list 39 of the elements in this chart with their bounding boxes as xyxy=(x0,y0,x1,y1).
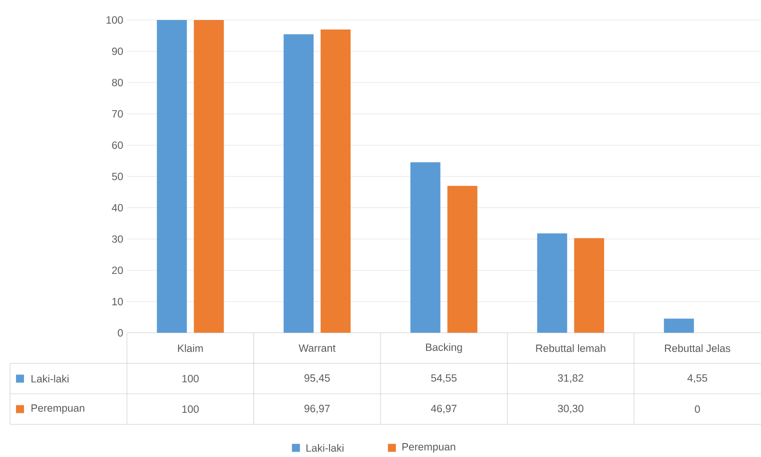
data-label: 46,97 xyxy=(430,404,456,414)
y-tick-label: 0 xyxy=(118,329,123,337)
x-tick-label: Backing xyxy=(426,343,462,354)
bar xyxy=(447,186,478,333)
y-tick-label: 70 xyxy=(112,110,123,118)
y-tick-label: 20 xyxy=(112,266,123,274)
bar xyxy=(664,318,694,333)
data-label: 31,82 xyxy=(558,374,584,384)
text: Laki-laki xyxy=(306,444,344,452)
x-tick-label: Rebuttal Jelas xyxy=(665,344,730,352)
y-tick-label: 40 xyxy=(112,204,123,212)
bar xyxy=(194,20,224,333)
data-label: 0 xyxy=(694,405,700,413)
data-label: 54,55 xyxy=(431,374,457,383)
data-label: 4,55 xyxy=(687,374,708,383)
bar xyxy=(537,233,568,333)
data-label: 100 xyxy=(182,374,199,382)
y-tick-label: 80 xyxy=(112,78,123,86)
data-label: 100 xyxy=(182,405,199,413)
bar xyxy=(320,30,351,333)
data-label: 96,97 xyxy=(304,404,330,414)
legend-label: Laki-laki xyxy=(32,374,68,383)
x-tick-label: Klaim xyxy=(178,344,203,352)
legend-label: Perempuan xyxy=(402,443,456,453)
data-label: 95,45 xyxy=(304,374,330,384)
bar xyxy=(410,162,440,333)
bar xyxy=(156,20,187,333)
x-tick-label: Rebuttal lemah xyxy=(536,344,606,352)
y-tick-label: 90 xyxy=(112,48,123,56)
data-label: 30,30 xyxy=(558,404,584,414)
x-tick-label: Warrant xyxy=(298,344,336,352)
text: Perempuan xyxy=(32,404,84,414)
y-tick-label: 50 xyxy=(112,172,123,180)
bar xyxy=(574,238,604,333)
bar xyxy=(284,34,314,333)
y-tick-label: 60 xyxy=(112,142,123,149)
y-tick-label: 30 xyxy=(112,235,123,243)
y-tick-label: 10 xyxy=(112,298,123,306)
y-tick-label: 100 xyxy=(106,16,123,24)
